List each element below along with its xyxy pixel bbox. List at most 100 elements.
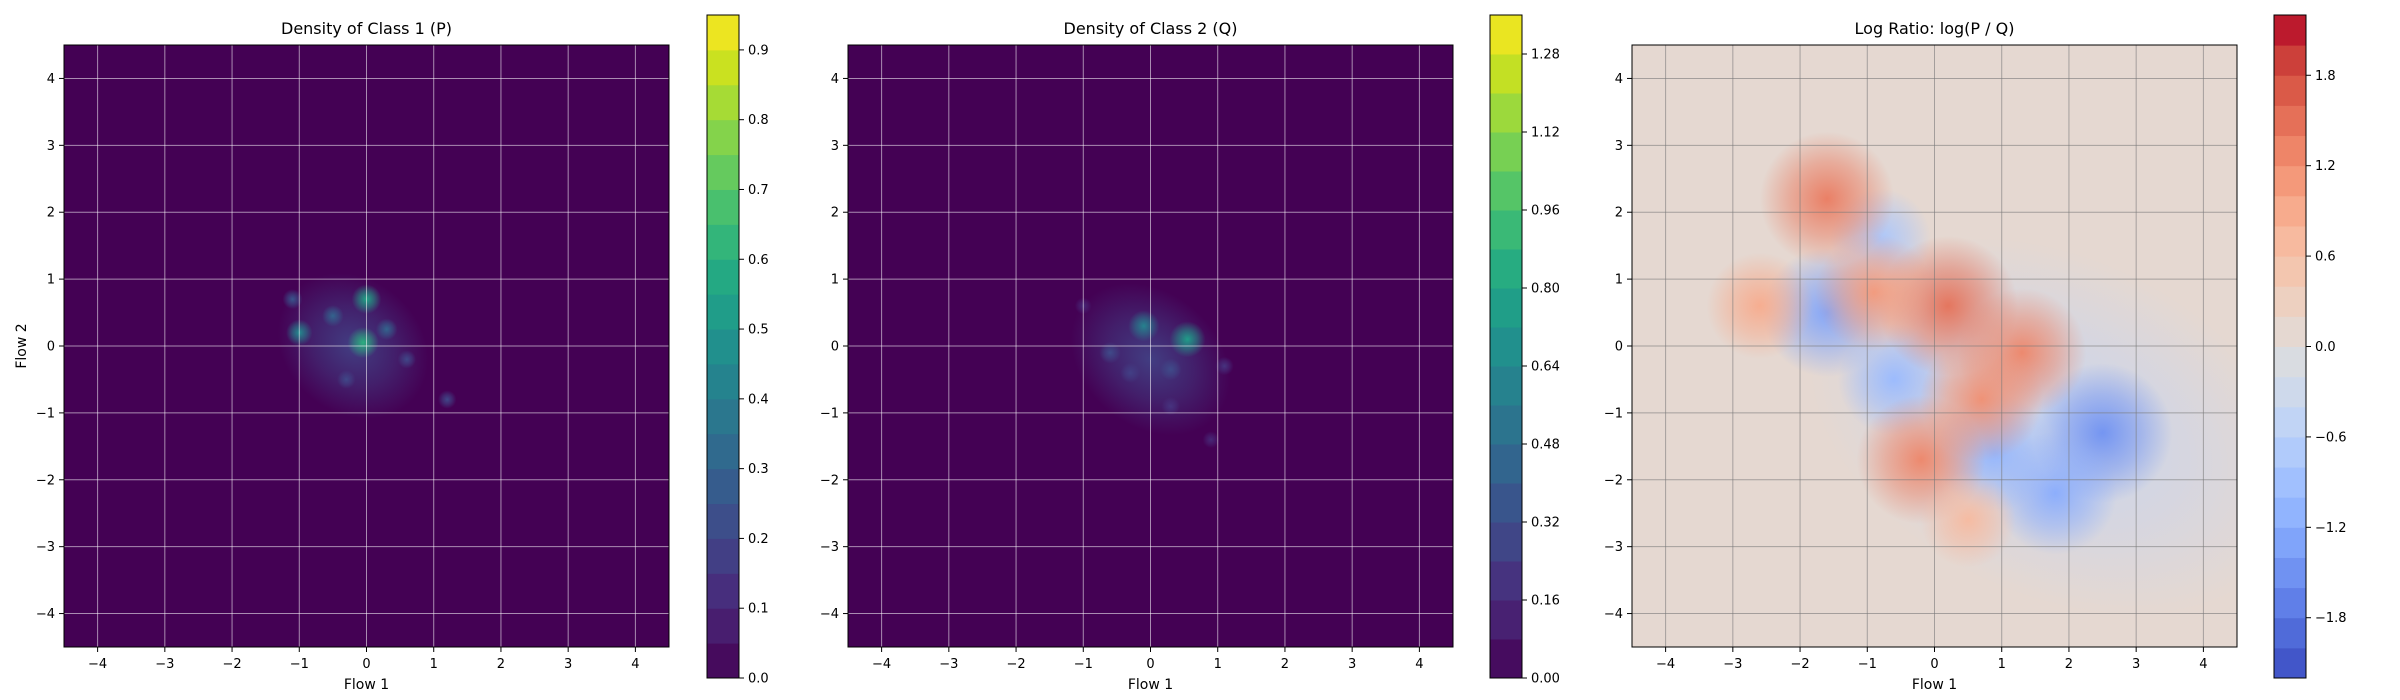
x-tick-label: −1: [290, 657, 309, 672]
colorbar: 0.00 0.16 0.32 0.48 0.64 0.80 0.96 1.12 1.28: [1489, 14, 1560, 687]
colorbar-level: [707, 503, 739, 539]
density-hotspot: [347, 327, 379, 359]
x-tick-label: 2: [2065, 657, 2073, 672]
colorbar-level: [2274, 527, 2306, 558]
x-tick-label: −2: [1006, 657, 1025, 672]
y-tick-label: −3: [1604, 540, 1623, 555]
density-hotspot: [1159, 358, 1182, 381]
y-tick-label: 4: [1615, 72, 1623, 87]
colorbar-tick-label: 0.00: [1531, 672, 1560, 687]
colorbar-tick-label: 0.16: [1531, 594, 1560, 609]
colorbar-level: [707, 154, 739, 190]
colorbar-level: [707, 259, 739, 295]
colorbar-level: [1490, 483, 1522, 523]
x-tick-label: −2: [222, 657, 241, 672]
colorbar-tick-label: 0.8: [748, 113, 769, 128]
colorbar-level: [2274, 15, 2306, 46]
x-tick-label: 3: [2132, 657, 2140, 672]
colorbar-level: [707, 468, 739, 505]
colorbar-tick-label: 0.0: [748, 672, 769, 687]
colorbar-level: [2274, 617, 2306, 649]
y-axis-label: Flow 2: [14, 323, 30, 368]
colorbar-frame: [1489, 14, 1523, 679]
chart-title: Log Ratio: log(P / Q): [1855, 19, 2015, 38]
density-hotspot: [375, 318, 398, 341]
y-tick-label: 3: [1615, 139, 1623, 154]
colorbar-level: [2274, 316, 2306, 347]
grid: [1632, 45, 2237, 647]
x-tick-label: −4: [1656, 657, 1675, 672]
colorbar-tick-label: 1.8: [2315, 69, 2336, 84]
chart-title: Density of Class 2 (Q): [1064, 19, 1238, 38]
positive-region: [1920, 472, 2016, 568]
x-tick-label: −3: [939, 657, 958, 672]
y-tick-label: 3: [831, 139, 839, 154]
y-tick-label: 2: [831, 206, 839, 221]
density-hotspot: [1120, 362, 1141, 383]
density-hotspot: [337, 370, 356, 389]
axes: −4 −3 −2 −1 0 1 2 3 4 −4 −3 −2 −1 0 1 2 3 4: [820, 44, 1454, 672]
grid: [64, 45, 669, 647]
y-tick-label: −1: [36, 406, 55, 421]
colorbar-level: [1490, 327, 1522, 367]
colorbar-level: [707, 643, 739, 679]
colorbar-level: [1490, 132, 1522, 172]
x-tick-label: −1: [1074, 657, 1093, 672]
density-hotspot: [1215, 356, 1234, 376]
colorbar-frame: [706, 14, 740, 679]
colorbar-tick-label: 0.3: [748, 462, 769, 477]
colorbar-level: [2274, 225, 2306, 257]
colorbar-tick-label: 1.28: [1531, 48, 1560, 63]
density-hotspot: [437, 390, 457, 409]
colorbar-tick-label: 0.5: [748, 323, 769, 338]
colorbar-level: [1490, 93, 1522, 133]
colorbar-level: [707, 573, 739, 609]
x-tick-label: 3: [564, 657, 572, 672]
y-tick-label: 4: [831, 72, 839, 87]
colorbar-tick-label: 0.96: [1531, 204, 1560, 219]
y-tick-label: 0: [47, 340, 55, 355]
y-tick-label: −3: [820, 540, 839, 555]
colorbar-tick-label: −1.8: [2315, 611, 2347, 626]
y-tick-label: 1: [1615, 273, 1623, 288]
colorbar-tick-label: 0.64: [1531, 360, 1560, 375]
y-tick-label: 2: [1615, 206, 1623, 221]
y-tick-label: 1: [47, 273, 55, 288]
positive-region: [1919, 337, 2044, 462]
colorbar-tick-label: 0.7: [748, 183, 769, 198]
colorbar-level: [707, 398, 739, 435]
colorbar-level: [2274, 376, 2306, 408]
x-tick-label: 3: [1348, 657, 1356, 672]
x-tick-label: −2: [1790, 657, 1809, 672]
density-hotspot: [322, 305, 344, 327]
x-tick-label: 1: [430, 657, 438, 672]
y-tick-label: −1: [1604, 406, 1623, 421]
density-hotspot: [1128, 310, 1160, 342]
colorbar-level: [707, 119, 739, 156]
colorbar-level: [1490, 561, 1522, 601]
colorbar-level: [2274, 165, 2306, 197]
y-tick-label: −4: [36, 607, 55, 622]
colorbar-tick-label: 0.32: [1531, 516, 1560, 531]
x-tick-label: 4: [2199, 657, 2207, 672]
colorbar-level: [707, 189, 739, 225]
colorbar-level: [2274, 497, 2306, 528]
colorbar-level: [2274, 135, 2306, 167]
colorbar-level: [2274, 105, 2306, 137]
panel-density-class-1: Density of Class 1 (P) −4 −3 −2 −1 0 1 2 3 4 −4 −3…: [14, 14, 769, 693]
colorbar-level: [707, 433, 739, 470]
x-tick-label: −1: [1858, 657, 1877, 672]
x-tick-label: 1: [1998, 657, 2006, 672]
grid: [848, 45, 1453, 647]
x-tick-label: 0: [362, 657, 370, 672]
x-axis-label: Flow 1: [344, 677, 389, 693]
colorbar-level: [1490, 405, 1522, 445]
x-tick-label: −3: [1723, 657, 1742, 672]
colorbar-level: [707, 538, 739, 574]
colorbar-tick-label: 0.0: [2315, 340, 2336, 355]
colorbar-level: [1490, 600, 1522, 640]
colorbar-tick-label: 0.80: [1531, 282, 1560, 297]
colorbar-tick-label: 1.12: [1531, 126, 1560, 141]
density-hotspot: [1169, 321, 1206, 358]
colorbar-level: [1490, 288, 1522, 328]
